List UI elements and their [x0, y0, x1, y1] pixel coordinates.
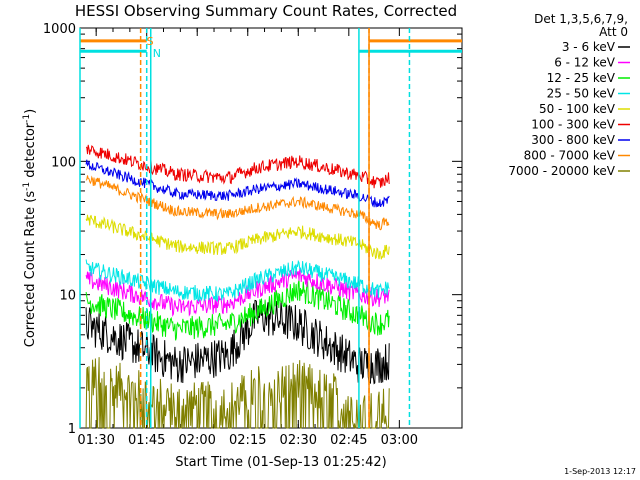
flag-n-label: N — [153, 47, 161, 60]
series-line-2 — [85, 279, 390, 341]
x-tick-label: 03:00 — [381, 433, 418, 448]
y-tick-label: 100 — [51, 155, 76, 170]
legend-label: 300 - 800 keV — [531, 133, 615, 147]
series-line-8 — [85, 357, 390, 429]
y-axis-label-sup1: -1 — [22, 182, 32, 191]
x-tick-label: 01:45 — [128, 433, 165, 448]
legend-header-1: Det 1,3,5,6,7,9, — [534, 12, 628, 26]
y-tick-label: 1 — [68, 422, 76, 437]
legend-label: 800 - 7000 keV — [524, 149, 616, 163]
y-axis-label-end: ) — [23, 109, 38, 114]
legend-label: 12 - 25 keV — [547, 71, 616, 85]
x-tick-label: 02:15 — [229, 433, 266, 448]
y-axis-label-mid: detector — [23, 122, 38, 182]
series-line-3 — [85, 259, 390, 303]
y-tick-label: 1000 — [43, 22, 76, 37]
series-line-0 — [85, 299, 390, 385]
flags-layer: SN — [79, 28, 462, 428]
series-line-7 — [85, 175, 390, 231]
y-tick-label: 10 — [59, 289, 76, 304]
legend-label: 100 - 300 keV — [531, 118, 615, 132]
x-tick-label: 01:30 — [77, 433, 114, 448]
series-layer — [85, 144, 390, 429]
legend-label: 6 - 12 keV — [554, 56, 616, 70]
series-line-5 — [85, 144, 390, 189]
legend-label: 50 - 100 keV — [539, 102, 616, 116]
x-axis-label: Start Time (01-Sep-13 01:25:42) — [175, 455, 386, 470]
series-line-4 — [85, 214, 390, 260]
chart-title: HESSI Observing Summary Count Rates, Cor… — [75, 2, 457, 20]
legend-label: 25 - 50 keV — [547, 87, 616, 101]
flag-s-label: S — [147, 35, 154, 48]
legend-label: 3 - 6 keV — [562, 40, 616, 54]
timestamp: 1-Sep-2013 12:17 — [564, 467, 636, 476]
y-axis-label: Corrected Count Rate (s-1 detector-1) — [22, 109, 38, 347]
legend-header-2: Att 0 — [599, 25, 628, 39]
y-axis-label-sup2: -1 — [22, 114, 32, 123]
y-axis-label-main: Corrected Count Rate (s — [23, 191, 38, 348]
axes-layer: 01:30 01:45 02:00 02:15 02:30 02:45 03:00 1 10 10… — [43, 22, 462, 448]
plot-frame — [79, 27, 463, 429]
legend-label: 7000 - 20000 keV — [508, 164, 615, 178]
x-tick-label: 02:45 — [330, 433, 367, 448]
x-tick-label: 02:00 — [178, 433, 215, 448]
x-tick-label: 02:30 — [280, 433, 317, 448]
series-line-6 — [85, 159, 390, 208]
